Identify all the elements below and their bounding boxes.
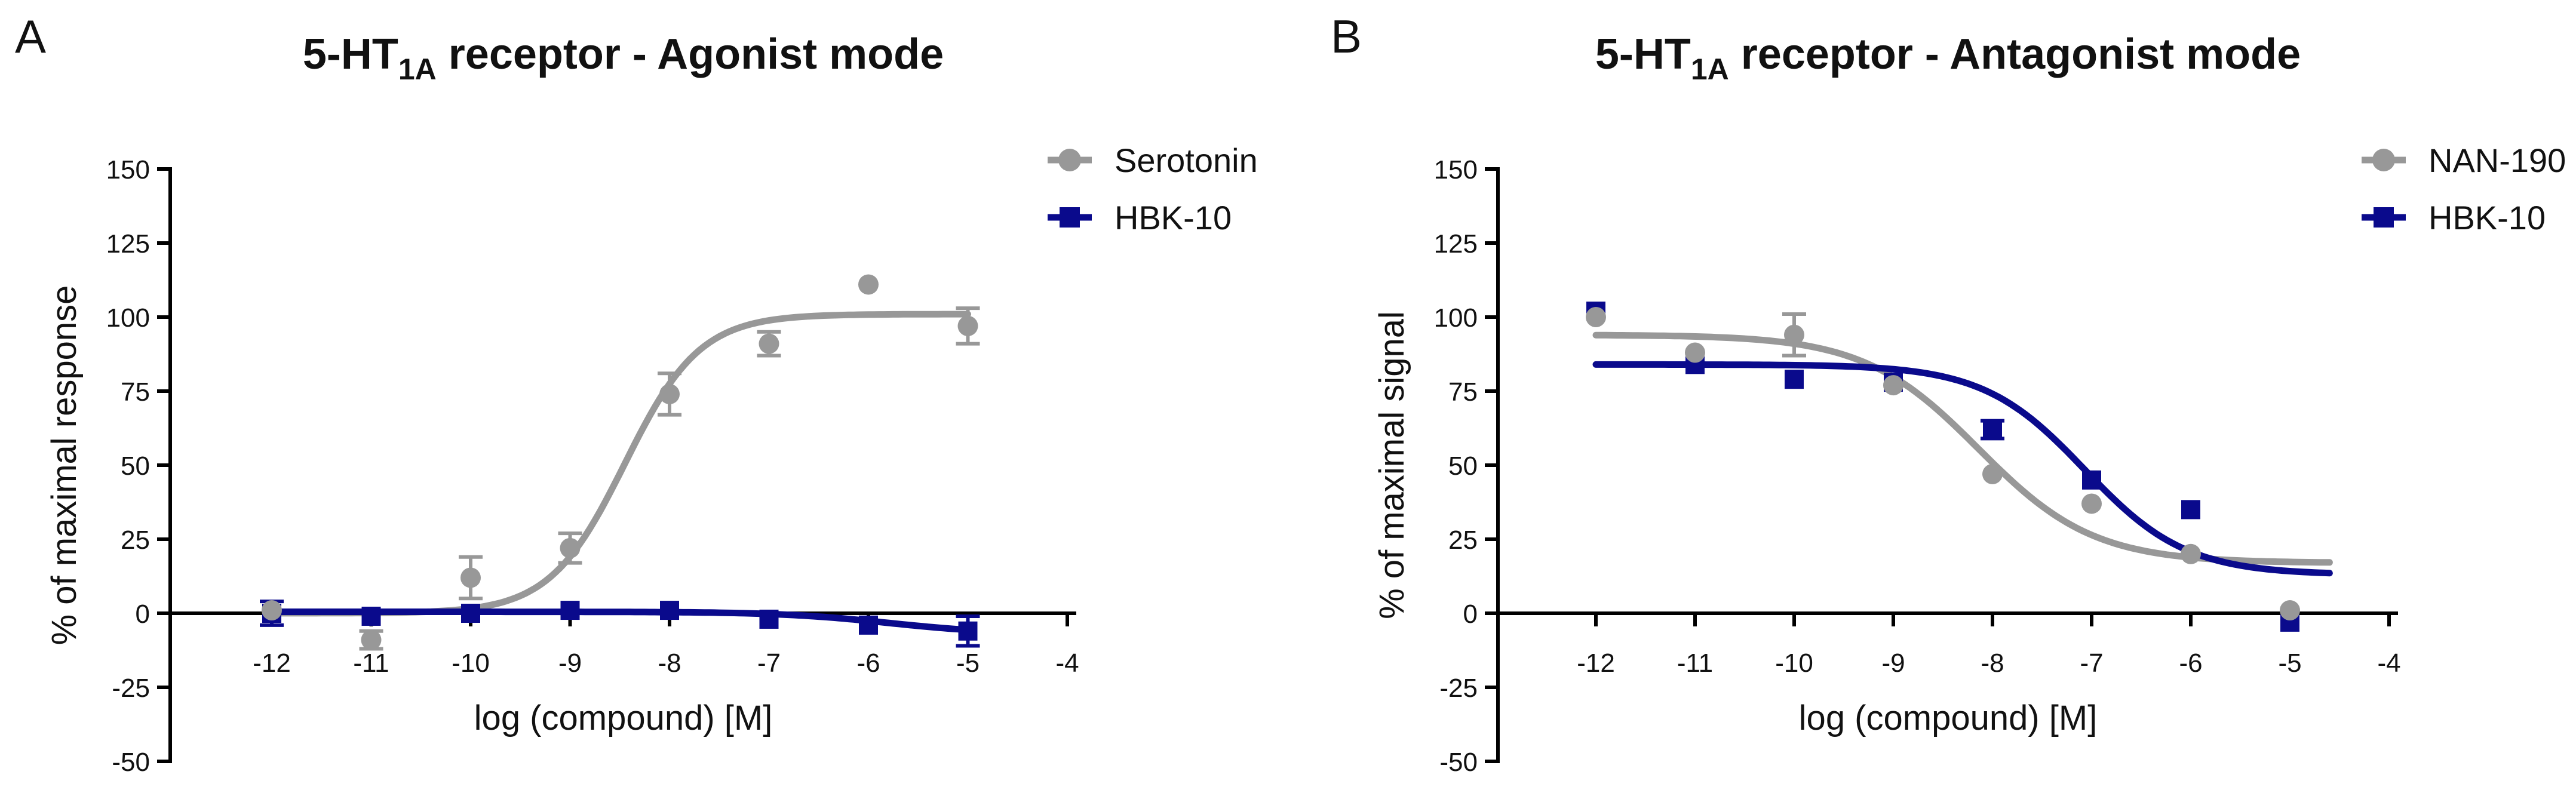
y-tick-label: 25 — [121, 525, 150, 555]
data-point-serotonin — [759, 333, 779, 354]
y-tick-label: 75 — [121, 377, 150, 407]
x-tick-label: -5 — [956, 649, 980, 678]
data-point-nan-190 — [1586, 307, 1606, 327]
y-tick-label: 100 — [106, 303, 150, 333]
x-tick-label: -12 — [253, 649, 291, 678]
data-point-nan-190 — [2280, 600, 2300, 621]
data-point-serotonin — [659, 383, 680, 404]
panel-label: A — [15, 10, 46, 63]
y-axis-title: % of maximal response — [45, 285, 84, 646]
legend-label: NAN-190 — [2428, 142, 2566, 179]
data-point-hbk-10 — [1983, 420, 2002, 440]
legend-label: Serotonin — [1114, 142, 1258, 179]
x-tick-label: -12 — [1577, 649, 1615, 678]
fit-curve-serotonin — [268, 311, 971, 617]
data-point-nan-190 — [1883, 375, 1903, 396]
legend-label: HBK-10 — [2428, 199, 2546, 236]
x-tick-label: -11 — [1677, 649, 1713, 678]
data-point-hbk-10 — [361, 606, 381, 626]
data-point-nan-190 — [2081, 493, 2102, 514]
y-tick-label: -25 — [1439, 674, 1478, 703]
legend-marker-square — [2374, 207, 2394, 228]
y-tick-label: 150 — [1434, 155, 1478, 185]
y-tick-label: -25 — [112, 674, 150, 703]
panel-title: 5-HT1A receptor - Agonist mode — [303, 30, 944, 86]
y-tick-label: 0 — [1463, 600, 1478, 629]
fit-curve-nan-190 — [1592, 331, 2333, 566]
y-tick-label: 150 — [106, 155, 150, 185]
legend-marker-square — [1060, 207, 1080, 228]
data-point-hbk-10 — [2082, 470, 2101, 490]
fit-curve-hbk-10 — [268, 608, 971, 634]
x-tick-label: -9 — [558, 649, 582, 678]
y-tick-label: -50 — [1439, 748, 1478, 777]
y-tick-label: 0 — [136, 600, 150, 629]
data-point-hbk-10 — [2181, 500, 2200, 520]
x-tick-label: -4 — [1055, 649, 1079, 678]
x-tick-label: -5 — [2278, 649, 2301, 678]
legend-marker-circle — [2372, 149, 2395, 171]
legend-label: HBK-10 — [1114, 199, 1232, 236]
x-tick-label: -6 — [856, 649, 880, 678]
data-point-serotonin — [957, 315, 978, 336]
x-tick-label: -7 — [757, 649, 781, 678]
x-tick-label: -11 — [353, 649, 389, 678]
data-point-hbk-10 — [660, 601, 679, 620]
y-tick-label: -50 — [112, 748, 150, 777]
x-axis-title: log (compound) [M] — [1799, 699, 2098, 737]
data-point-hbk-10 — [759, 609, 779, 629]
y-tick-label: 125 — [1434, 229, 1478, 259]
data-point-hbk-10 — [461, 604, 480, 623]
panel-a: 150 125 100 75 50 25 0 -25 -50 % of maximal respo… — [15, 10, 1258, 777]
data-point-hbk-10 — [859, 615, 878, 635]
data-point-nan-190 — [1685, 342, 1705, 363]
data-point-serotonin — [858, 274, 879, 295]
legend-marker-circle — [1058, 149, 1081, 171]
panel-label: B — [1331, 10, 1362, 63]
y-tick-label: 50 — [1448, 451, 1478, 481]
x-axis-title: log (compound) [M] — [474, 699, 773, 737]
x-tick-label: -6 — [2179, 649, 2202, 678]
fit-curve-hbk-10 — [1592, 361, 2333, 577]
x-tick-label: -10 — [452, 649, 490, 678]
data-point-serotonin — [560, 537, 581, 558]
data-point-nan-190 — [1982, 463, 2003, 484]
data-point-serotonin — [460, 567, 481, 588]
y-axis-title: % of maximal signal — [1373, 311, 1411, 619]
data-point-hbk-10 — [1785, 370, 1804, 389]
data-point-nan-190 — [1784, 324, 1804, 345]
x-tick-label: -10 — [1775, 649, 1813, 678]
panel-b: 150 125 100 75 50 25 0 -25 -50 % of maximal signa… — [1331, 10, 2566, 777]
data-point-nan-190 — [2181, 543, 2201, 564]
y-axis-title-group: % of maximal response — [45, 285, 84, 646]
x-tick-label: -9 — [1881, 649, 1905, 678]
data-point-serotonin — [262, 600, 282, 621]
y-tick-label: 75 — [1448, 377, 1478, 407]
y-tick-label: 50 — [121, 451, 150, 481]
x-tick-label: -8 — [1981, 649, 2004, 678]
x-tick-label: -7 — [2080, 649, 2103, 678]
y-tick-label: 100 — [1434, 303, 1478, 333]
data-point-hbk-10 — [958, 621, 978, 641]
x-tick-label: -4 — [2377, 649, 2400, 678]
x-tick-label: -8 — [658, 649, 681, 678]
y-tick-label: 125 — [106, 229, 150, 259]
data-point-hbk-10 — [560, 601, 580, 620]
y-axis-title-group: % of maximal signal — [1373, 311, 1411, 619]
y-tick-label: 25 — [1448, 525, 1478, 555]
data-point-serotonin — [361, 629, 382, 650]
panel-title: 5-HT1A receptor - Antagonist mode — [1595, 30, 2301, 86]
